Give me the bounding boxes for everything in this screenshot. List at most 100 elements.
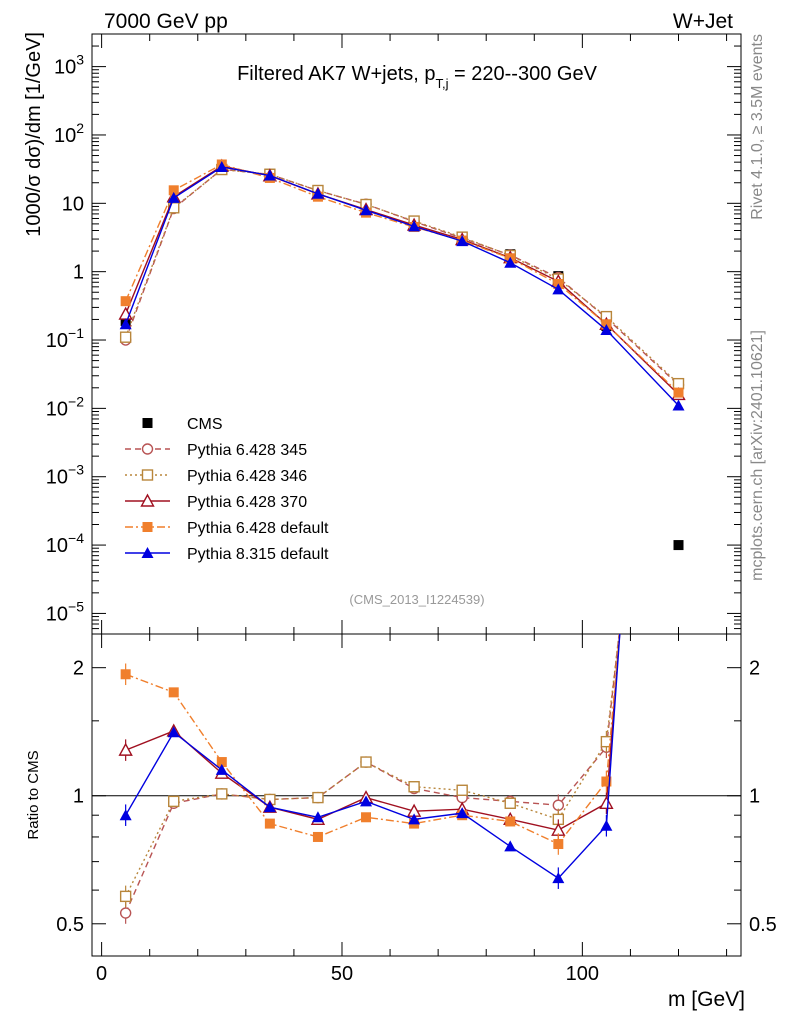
rivet-version-label: Rivet 4.1.0, ≥ 3.5M events xyxy=(749,34,766,220)
ratio-series-line xyxy=(125,634,620,914)
data-point xyxy=(263,169,276,181)
data-point xyxy=(120,296,131,307)
plot-title: Filtered AK7 W+jets, pT,j = 220--300 GeV xyxy=(237,63,598,91)
main-y-axis-label: 1000/σ dσ)/dm [1/GeV] xyxy=(23,32,45,237)
main-series-2 xyxy=(119,163,685,390)
main-series-5 xyxy=(119,160,685,411)
ratio-y-tick-label-right: 0.5 xyxy=(749,914,777,936)
ratio-point xyxy=(312,791,324,804)
data-point xyxy=(673,387,684,398)
ratio-y-tick-label: 2 xyxy=(73,658,84,680)
main-y-tick-label: 10−2 xyxy=(46,393,84,420)
ratio-point xyxy=(456,784,468,796)
ratio-axes: 0.5 0.5 1 1 2 2 0 50 100 xyxy=(56,634,777,985)
ratio-series-4 xyxy=(119,634,621,889)
data-point xyxy=(673,540,684,551)
ratio-point xyxy=(601,776,612,787)
ratio-series-1 xyxy=(119,634,620,908)
legend-entry-1: Pythia 6.428 345 xyxy=(125,442,307,459)
ratio-point xyxy=(263,801,276,813)
legend-entry-3: Pythia 6.428 370 xyxy=(125,493,307,511)
ratio-point xyxy=(600,819,613,831)
ratio-point xyxy=(312,831,323,842)
ratio-point xyxy=(361,812,372,823)
ratio-series-0 xyxy=(119,634,620,924)
data-point xyxy=(672,399,685,411)
ratio-series-line xyxy=(125,634,621,880)
ratio-point xyxy=(360,795,373,807)
ratio-series-3 xyxy=(120,634,621,855)
ratio-point xyxy=(216,757,227,768)
data-point xyxy=(408,220,421,232)
legend-label: Pythia 8.315 default xyxy=(187,546,329,563)
main-y-tick-label: 10−4 xyxy=(46,530,84,557)
main-plot-frame xyxy=(91,33,742,635)
ratio-point xyxy=(599,795,614,809)
series-line xyxy=(124,168,679,386)
ratio-point xyxy=(119,809,132,821)
main-y-tick-label: 10−1 xyxy=(46,325,84,352)
data-point xyxy=(552,283,565,295)
ratio-point xyxy=(408,813,421,825)
main-y-tick-label: 10−5 xyxy=(46,598,84,625)
main-y-tick-label: 103 xyxy=(54,52,84,79)
data-point xyxy=(456,235,469,247)
ratio-point xyxy=(456,807,469,819)
ratio-series-2 xyxy=(118,634,621,841)
ratio-point xyxy=(168,687,179,698)
series-line xyxy=(125,163,679,394)
ratio-series-line xyxy=(125,634,621,831)
legend-label: Pythia 6.428 370 xyxy=(187,494,307,511)
ratio-plot-panel: Ratio to CMS 0.5 0.5 1 1 2 2 0 50 100 m [GeV] xyxy=(25,633,777,1011)
data-point xyxy=(600,324,613,336)
data-point xyxy=(360,204,373,216)
ratio-plot-frame xyxy=(91,633,742,957)
legend-entry-5: Pythia 8.315 default xyxy=(125,546,329,563)
ratio-point xyxy=(168,795,180,808)
ratio-point xyxy=(505,816,516,827)
series-line xyxy=(124,166,680,407)
data-point xyxy=(168,185,179,196)
legend-marker xyxy=(141,469,154,481)
ratio-point xyxy=(216,788,228,800)
ratio-y-tick-label-right: 2 xyxy=(749,658,760,680)
main-series-group xyxy=(118,158,686,551)
ratio-point xyxy=(119,890,132,903)
main-axes: 10−5 10−4 10−3 10−2 10−1 1 10 102 103 xyxy=(46,33,741,634)
ratio-series-group xyxy=(118,634,621,924)
main-y-tick-label: 1 xyxy=(73,262,84,284)
main-y-tick-label: 10 xyxy=(62,193,84,215)
ratio-y-tick-label: 1 xyxy=(73,786,84,808)
legend-marker xyxy=(142,522,153,532)
ratio-point xyxy=(167,726,180,738)
ratio-y-tick-label: 0.5 xyxy=(56,914,84,936)
legend-label: Pythia 6.428 default xyxy=(187,520,329,537)
series-line xyxy=(125,165,679,395)
ratio-series-line xyxy=(125,634,620,897)
legend-label: Pythia 6.428 345 xyxy=(187,442,307,459)
data-point xyxy=(215,160,228,172)
main-y-tick-label: 10−3 xyxy=(46,462,84,489)
ratio-point xyxy=(311,811,324,823)
mcplots-label: mcplots.cern.ch [arXiv:2401.10621] xyxy=(749,330,766,581)
ratio-y-tick-label-right: 1 xyxy=(749,786,760,808)
legend-label: CMS xyxy=(187,416,223,433)
legend-marker xyxy=(141,443,154,455)
main-series-1 xyxy=(119,163,685,391)
legend-marker xyxy=(141,547,154,558)
ratio-point xyxy=(119,907,132,919)
main-plot-panel: Filtered AK7 W+jets, pT,j = 220--300 GeV… xyxy=(23,32,742,635)
data-point xyxy=(167,191,180,203)
ratio-point xyxy=(215,763,228,775)
x-axis-label: m [GeV] xyxy=(668,988,745,1011)
legend-entry-4: Pythia 6.428 default xyxy=(125,520,329,537)
ratio-point xyxy=(504,840,517,852)
series-line xyxy=(124,168,679,385)
legend: CMS Pythia 6.428 345 Pythia 6.428 346 Pythi… xyxy=(125,416,329,563)
main-series-4 xyxy=(120,159,684,398)
data-point xyxy=(504,256,517,268)
ratio-point xyxy=(552,872,565,884)
analysis-watermark: (CMS_2013_I1224539) xyxy=(349,592,484,607)
ratio-point xyxy=(504,797,516,809)
